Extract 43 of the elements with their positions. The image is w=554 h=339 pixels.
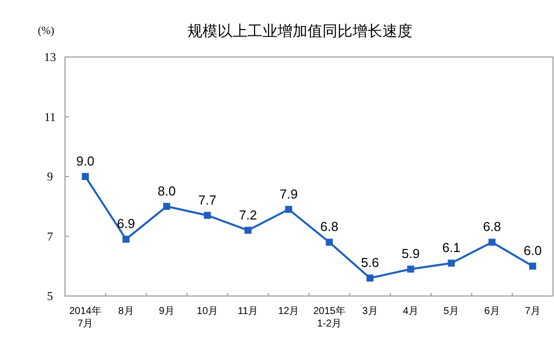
x-tick-label: 2015年 1-2月 [313,305,346,330]
point [529,262,536,270]
point [448,260,455,267]
point [285,206,292,213]
x-tick-label: 2014年 7月 [69,305,102,330]
data-label: 7.7 [198,192,216,208]
data-label: 7.2 [238,207,258,222]
y-tick-label: 7 [47,229,53,244]
data-label: 8.0 [158,183,176,198]
data-label: 9.0 [76,154,94,168]
data-label: 6.0 [524,243,542,258]
point [122,236,130,243]
data-label: 5.6 [360,255,380,270]
y-tick-label: 13 [44,50,56,64]
x-tick-label: 4月 [402,306,418,317]
x-tick-label: 3月 [362,306,378,317]
x-tick-label: 11月 [238,306,258,317]
x-tick-label: 10月 [196,306,218,317]
point [163,202,170,210]
x-tick-label: 7月 [524,306,540,317]
data-label: 6.9 [116,216,136,232]
point [366,274,374,282]
data-label: 7.9 [280,186,298,202]
point [82,173,89,180]
point [244,226,252,234]
x-tick-label: 9月 [158,306,174,317]
point [407,266,414,273]
data-label: 5.9 [402,246,420,262]
point [488,238,496,246]
point [204,212,211,219]
y-axis-title: (%) [38,25,55,37]
data-label: 6.8 [320,219,338,234]
y-tick-label: 5 [47,289,53,303]
y-tick-label: 9 [47,170,53,184]
x-tick-label: 5月 [444,306,460,317]
point [326,238,333,246]
x-tick-label: 6月 [484,306,500,317]
x-tick-label: 12月 [278,306,300,317]
y-tick-label: 11 [44,110,56,124]
chart-title: 规模以上工业增加值同比增长速度 [188,23,412,40]
data-label: 6.8 [482,219,502,234]
data-label: 6.1 [442,240,460,256]
x-tick-label: 8月 [118,306,134,317]
